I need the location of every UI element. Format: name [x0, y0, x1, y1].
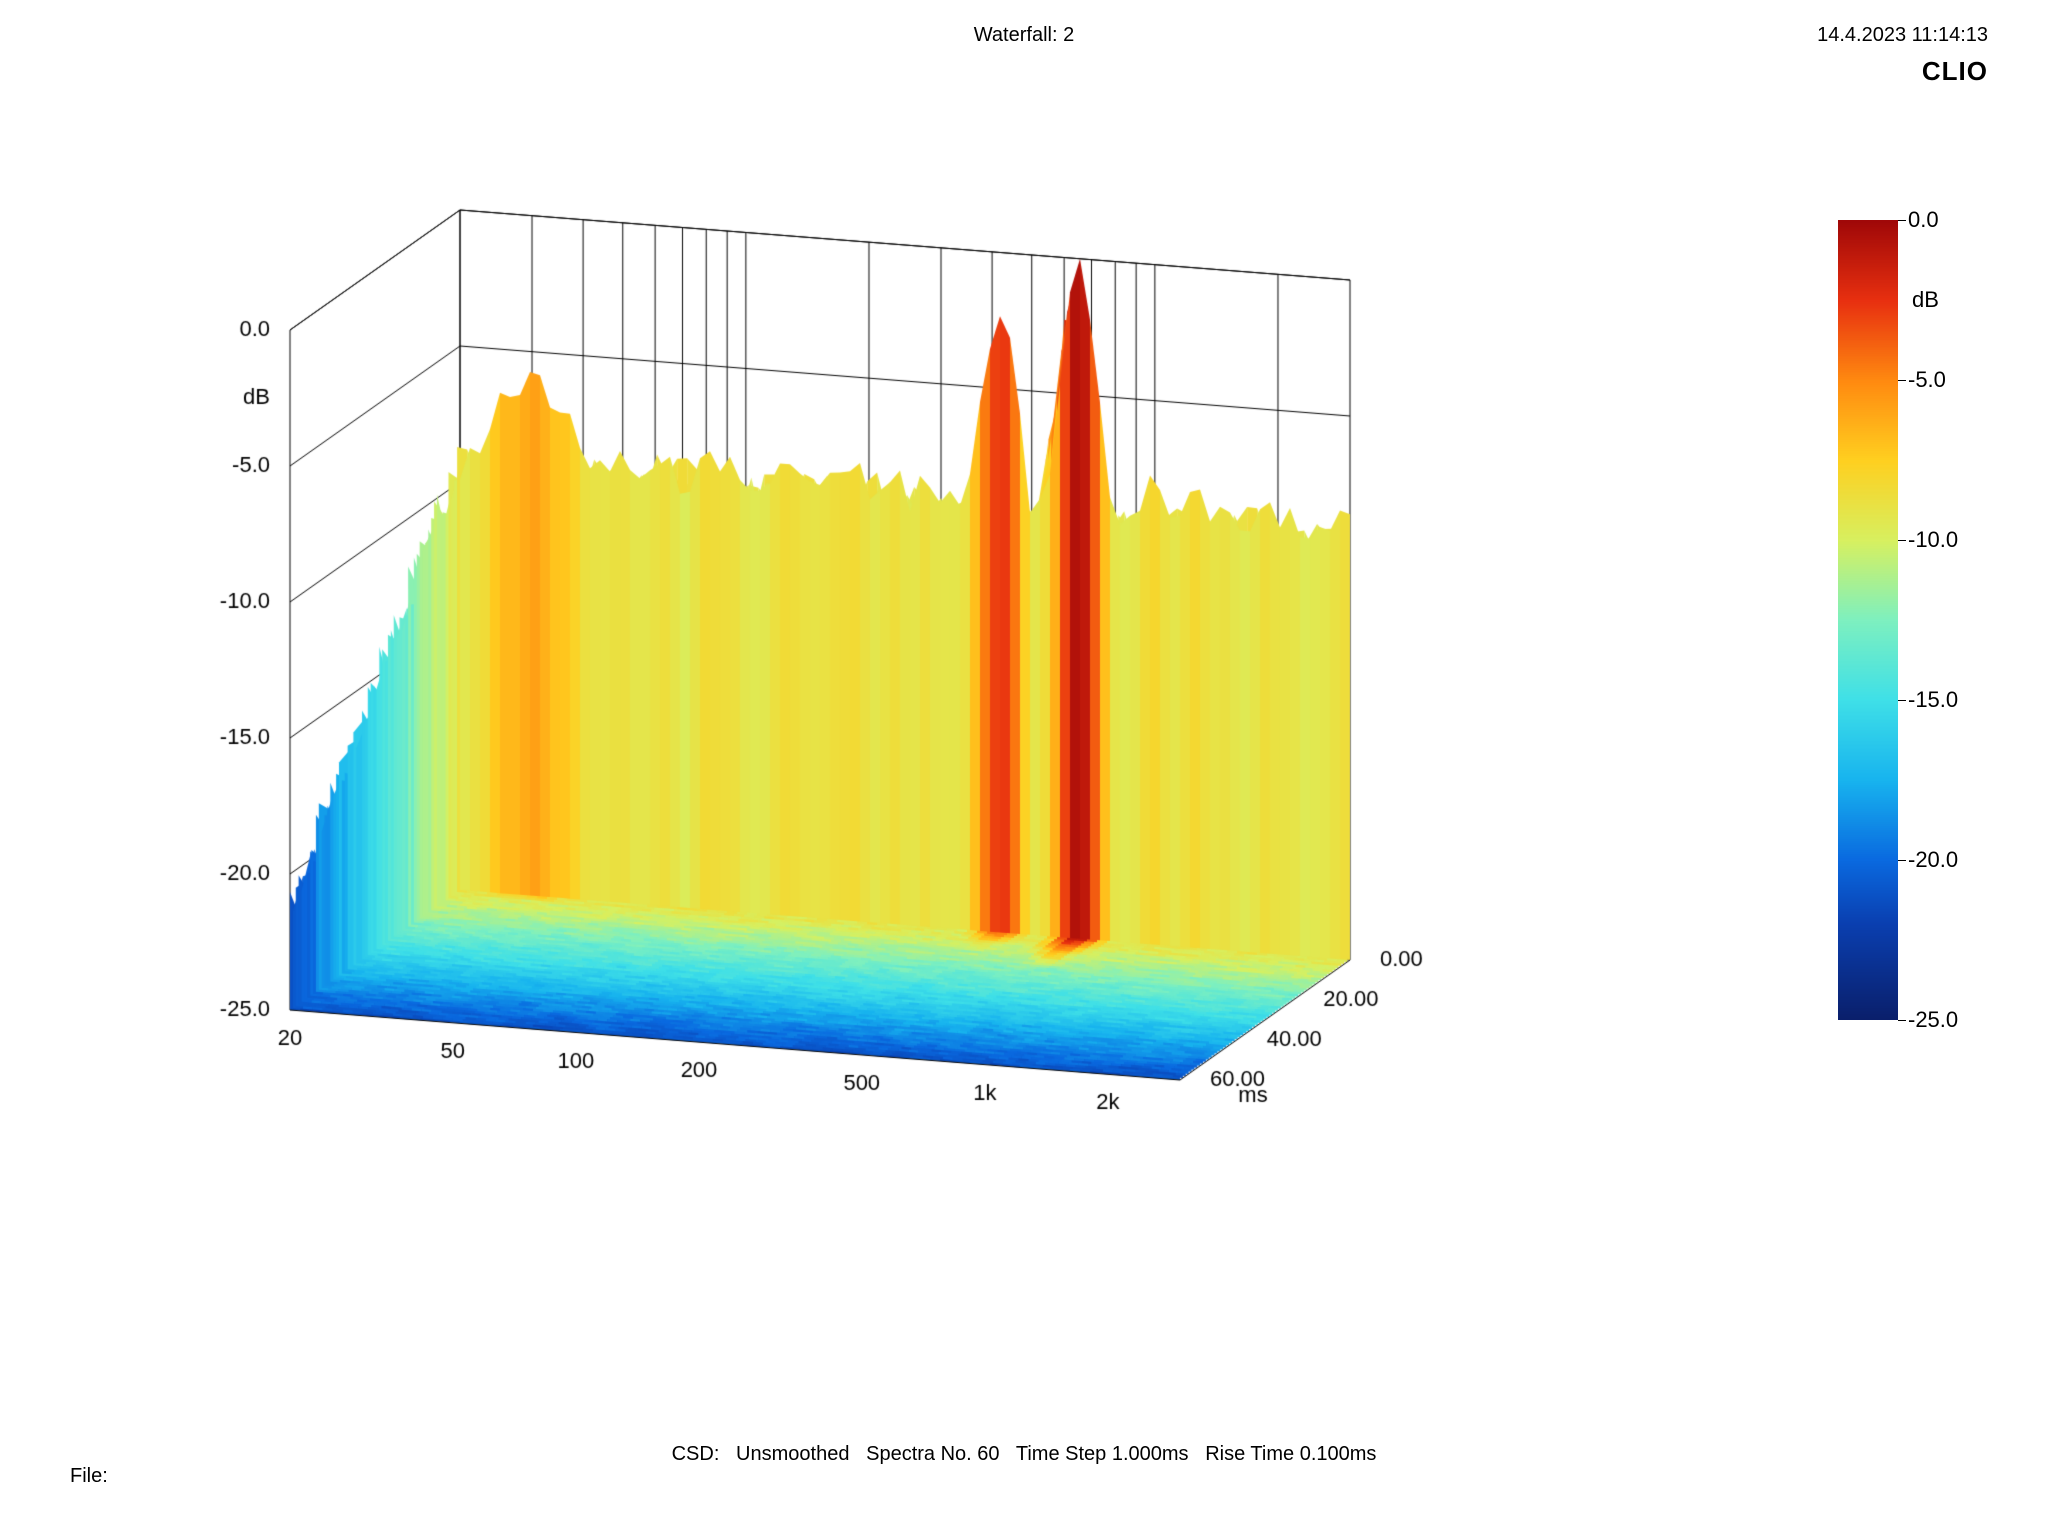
colorbar-unit: dB: [1912, 287, 1939, 313]
colorbar-tick: -10.0: [1908, 527, 1958, 553]
smoothing-value: Unsmoothed: [736, 1443, 849, 1465]
csd-label: CSD:: [672, 1443, 720, 1465]
waterfall-3d-chart: [0, 0, 2048, 1536]
spectra-label: Spectra No.: [866, 1443, 972, 1465]
file-label: File:: [70, 1465, 108, 1488]
spectra-value: 60: [977, 1443, 999, 1465]
colorbar-tick: -25.0: [1908, 1007, 1958, 1033]
colorbar: 0.0-5.0-10.0-15.0-20.0-25.0dB: [1838, 220, 1898, 1020]
rise-time-value: 0.100ms: [1300, 1443, 1377, 1465]
colorbar-tick: -15.0: [1908, 687, 1958, 713]
colorbar-tick: 0.0: [1908, 207, 1939, 233]
colorbar-tick: -20.0: [1908, 847, 1958, 873]
colorbar-tick: -5.0: [1908, 367, 1946, 393]
time-step-value: 1.000ms: [1112, 1443, 1189, 1465]
colorbar-gradient: [1838, 220, 1898, 1020]
time-step-label: Time Step: [1016, 1443, 1106, 1465]
chart-footer-info: CSD: Unsmoothed Spectra No. 60 Time Step…: [672, 1443, 1377, 1466]
rise-time-label: Rise Time: [1205, 1443, 1294, 1465]
